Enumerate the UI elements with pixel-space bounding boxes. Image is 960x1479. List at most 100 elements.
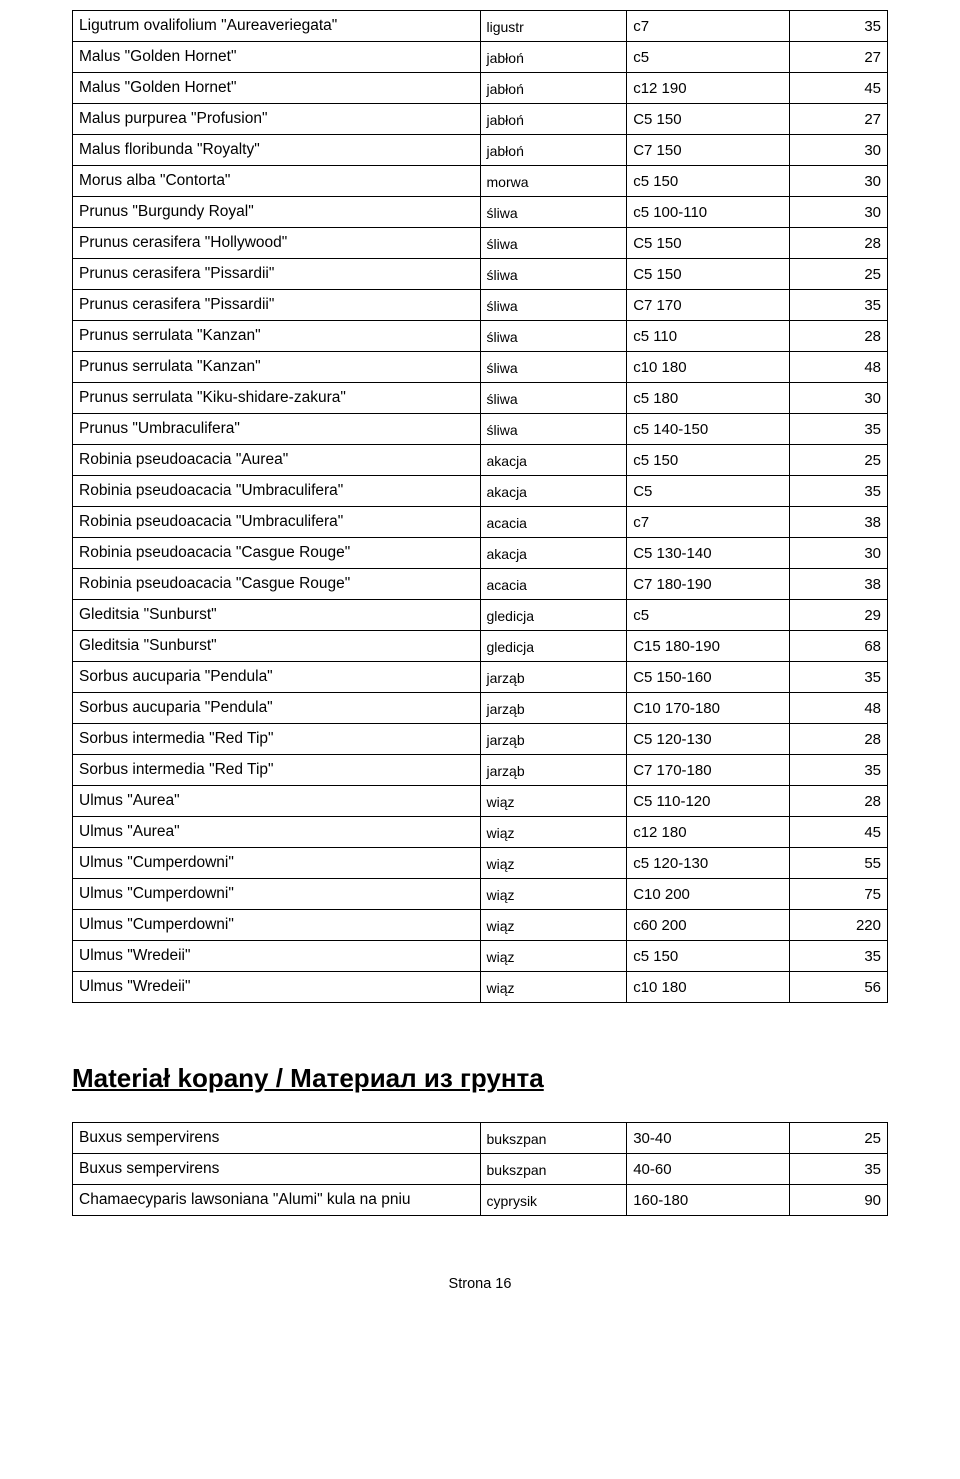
cell-latin-name: Robinia pseudoacacia "Aurea" <box>73 445 481 476</box>
cell-size: c10 180 <box>627 972 790 1003</box>
cell-latin-name: Prunus serrulata "Kanzan" <box>73 321 481 352</box>
table-row: Prunus cerasifera "Pissardii"śliwaC5 150… <box>73 259 888 290</box>
cell-common-name: gledicja <box>480 631 627 662</box>
cell-latin-name: Robinia pseudoacacia "Umbraculifera" <box>73 507 481 538</box>
cell-size: c5 120-130 <box>627 848 790 879</box>
cell-size: c5 150 <box>627 166 790 197</box>
cell-size: C7 170-180 <box>627 755 790 786</box>
cell-common-name: jarząb <box>480 662 627 693</box>
table-row: Robinia pseudoacacia "Umbraculifera"acac… <box>73 507 888 538</box>
cell-size: C5 150 <box>627 104 790 135</box>
table-row: Buxus sempervirensbukszpan40-6035 <box>73 1154 888 1185</box>
cell-size: 30-40 <box>627 1123 790 1154</box>
cell-size: c5 100-110 <box>627 197 790 228</box>
cell-price: 27 <box>790 42 888 73</box>
cell-size: C7 150 <box>627 135 790 166</box>
table-row: Prunus serrulata "Kanzan"śliwac10 18048 <box>73 352 888 383</box>
cell-latin-name: Ulmus "Cumperdowni" <box>73 848 481 879</box>
cell-common-name: śliwa <box>480 414 627 445</box>
cell-size: 40-60 <box>627 1154 790 1185</box>
cell-size: c12 190 <box>627 73 790 104</box>
cell-latin-name: Prunus cerasifera "Pissardii" <box>73 259 481 290</box>
section-heading: Materiał kopany / Материал из грунта <box>72 1063 888 1094</box>
cell-price: 28 <box>790 724 888 755</box>
cell-price: 29 <box>790 600 888 631</box>
cell-common-name: wiąz <box>480 910 627 941</box>
cell-latin-name: Prunus cerasifera "Pissardii" <box>73 290 481 321</box>
cell-price: 25 <box>790 259 888 290</box>
cell-price: 35 <box>790 662 888 693</box>
cell-latin-name: Prunus serrulata "Kanzan" <box>73 352 481 383</box>
cell-common-name: jabłoń <box>480 42 627 73</box>
cell-size: c5 <box>627 600 790 631</box>
table-row: Ulmus "Cumperdowni"wiązC10 20075 <box>73 879 888 910</box>
cell-latin-name: Ulmus "Wredeii" <box>73 941 481 972</box>
table-row: Prunus serrulata "Kiku-shidare-zakura"śl… <box>73 383 888 414</box>
cell-latin-name: Gleditsia "Sunburst" <box>73 631 481 662</box>
cell-price: 90 <box>790 1185 888 1216</box>
cell-common-name: wiąz <box>480 848 627 879</box>
table-row: Ulmus "Cumperdowni"wiązc5 120-13055 <box>73 848 888 879</box>
cell-common-name: jabłoń <box>480 135 627 166</box>
cell-common-name: cyprysik <box>480 1185 627 1216</box>
cell-size: C5 150 <box>627 228 790 259</box>
cell-size: C5 150-160 <box>627 662 790 693</box>
table-row: Ulmus "Wredeii"wiązc10 18056 <box>73 972 888 1003</box>
cell-common-name: bukszpan <box>480 1123 627 1154</box>
cell-common-name: akacja <box>480 476 627 507</box>
cell-price: 28 <box>790 786 888 817</box>
cell-price: 56 <box>790 972 888 1003</box>
table-row: Robinia pseudoacacia "Umbraculifera"akac… <box>73 476 888 507</box>
cell-price: 48 <box>790 693 888 724</box>
cell-price: 68 <box>790 631 888 662</box>
cell-latin-name: Malus floribunda "Royalty" <box>73 135 481 166</box>
cell-size: C7 180-190 <box>627 569 790 600</box>
cell-latin-name: Malus "Golden Hornet" <box>73 42 481 73</box>
page-content: Ligutrum ovalifolium "Aureaveriegata"lig… <box>0 0 960 1322</box>
table-row: Ulmus "Aurea"wiązC5 110-12028 <box>73 786 888 817</box>
cell-price: 35 <box>790 11 888 42</box>
cell-size: c5 <box>627 42 790 73</box>
cell-price: 30 <box>790 383 888 414</box>
cell-price: 28 <box>790 228 888 259</box>
cell-latin-name: Robinia pseudoacacia "Umbraculifera" <box>73 476 481 507</box>
cell-common-name: gledicja <box>480 600 627 631</box>
cell-common-name: jarząb <box>480 724 627 755</box>
cell-size: c12 180 <box>627 817 790 848</box>
cell-size: C5 150 <box>627 259 790 290</box>
cell-common-name: akacja <box>480 538 627 569</box>
cell-latin-name: Prunus "Burgundy Royal" <box>73 197 481 228</box>
cell-price: 25 <box>790 445 888 476</box>
cell-price: 25 <box>790 1123 888 1154</box>
cell-size: c5 140-150 <box>627 414 790 445</box>
cell-price: 35 <box>790 1154 888 1185</box>
cell-price: 220 <box>790 910 888 941</box>
cell-size: C10 170-180 <box>627 693 790 724</box>
table-row: Malus floribunda "Royalty"jabłońC7 15030 <box>73 135 888 166</box>
cell-size: C5 120-130 <box>627 724 790 755</box>
table-row: Prunus cerasifera "Pissardii"śliwaC7 170… <box>73 290 888 321</box>
cell-latin-name: Ulmus "Wredeii" <box>73 972 481 1003</box>
cell-common-name: acacia <box>480 569 627 600</box>
cell-common-name: wiąz <box>480 941 627 972</box>
cell-common-name: akacja <box>480 445 627 476</box>
table-row: Gleditsia "Sunburst"gledicjaC15 180-1906… <box>73 631 888 662</box>
cell-price: 35 <box>790 755 888 786</box>
cell-size: 160-180 <box>627 1185 790 1216</box>
cell-size: c5 180 <box>627 383 790 414</box>
cell-size: c10 180 <box>627 352 790 383</box>
cell-latin-name: Prunus "Umbraculifera" <box>73 414 481 445</box>
table-row: Chamaecyparis lawsoniana "Alumi" kula na… <box>73 1185 888 1216</box>
table-row: Malus "Golden Hornet"jabłońc12 19045 <box>73 73 888 104</box>
cell-latin-name: Chamaecyparis lawsoniana "Alumi" kula na… <box>73 1185 481 1216</box>
page-footer: Strona 16 <box>72 1276 888 1292</box>
cell-common-name: morwa <box>480 166 627 197</box>
table-row: Prunus cerasifera "Hollywood"śliwaC5 150… <box>73 228 888 259</box>
table-row: Ulmus "Cumperdowni"wiązc60 200220 <box>73 910 888 941</box>
cell-size: c60 200 <box>627 910 790 941</box>
cell-latin-name: Prunus serrulata "Kiku-shidare-zakura" <box>73 383 481 414</box>
cell-latin-name: Sorbus intermedia "Red Tip" <box>73 755 481 786</box>
cell-price: 45 <box>790 817 888 848</box>
cell-common-name: jarząb <box>480 693 627 724</box>
cell-latin-name: Robinia pseudoacacia "Casgue Rouge" <box>73 538 481 569</box>
